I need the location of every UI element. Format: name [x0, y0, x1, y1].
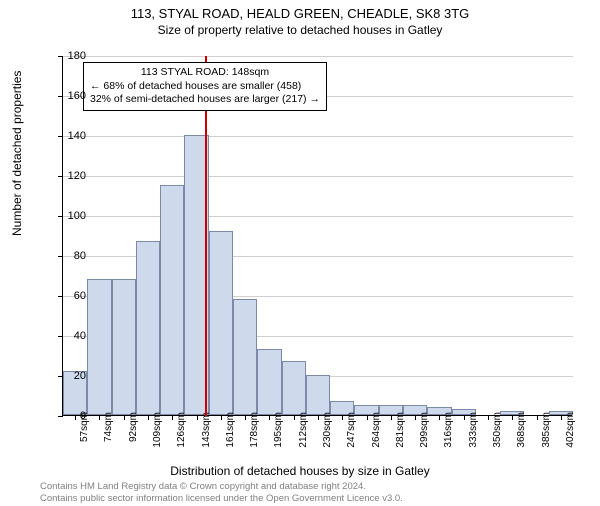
ytick-label: 120 — [46, 170, 86, 182]
xtick-label: 368sqm — [516, 412, 527, 462]
xtick-label: 350sqm — [492, 412, 503, 462]
xtick-label: 195sqm — [273, 412, 284, 462]
xtick-mark — [197, 415, 198, 420]
ytick-label: 100 — [46, 210, 86, 222]
xtick-label: 161sqm — [225, 412, 236, 462]
xtick-mark — [391, 415, 392, 420]
xtick-mark — [488, 415, 489, 420]
xtick-mark — [367, 415, 368, 420]
gridline — [63, 216, 573, 217]
plot-region: 57sqm74sqm92sqm109sqm126sqm143sqm161sqm1… — [62, 56, 572, 416]
histogram-bar — [233, 299, 257, 415]
xtick-mark — [221, 415, 222, 420]
chart-subtitle: Size of property relative to detached ho… — [0, 23, 600, 37]
xtick-mark — [124, 415, 125, 420]
xtick-label: 333sqm — [468, 412, 479, 462]
xtick-label: 385sqm — [541, 412, 552, 462]
xtick-mark — [561, 415, 562, 420]
ytick-label: 180 — [46, 50, 86, 62]
annotation-box: 113 STYAL ROAD: 148sqm← 68% of detached … — [83, 62, 327, 111]
x-axis-label: Distribution of detached houses by size … — [0, 464, 600, 478]
gridline — [63, 56, 573, 57]
annotation-line3: 32% of semi-detached houses are larger (… — [90, 93, 320, 107]
gridline — [63, 136, 573, 137]
xtick-mark — [172, 415, 173, 420]
xtick-mark — [512, 415, 513, 420]
gridline — [63, 176, 573, 177]
xtick-mark — [342, 415, 343, 420]
xtick-label: 74sqm — [103, 412, 114, 462]
xtick-label: 230sqm — [322, 412, 333, 462]
ytick-label: 80 — [46, 250, 86, 262]
xtick-label: 178sqm — [249, 412, 260, 462]
ytick-label: 160 — [46, 90, 86, 102]
xtick-mark — [464, 415, 465, 420]
xtick-mark — [294, 415, 295, 420]
xtick-label: 212sqm — [298, 412, 309, 462]
xtick-label: 281sqm — [395, 412, 406, 462]
footer-line1: Contains HM Land Registry data © Crown c… — [40, 481, 403, 492]
ytick-label: 0 — [46, 410, 86, 422]
xtick-label: 402sqm — [565, 412, 576, 462]
ytick-label: 60 — [46, 290, 86, 302]
xtick-label: 109sqm — [152, 412, 163, 462]
histogram-bar — [112, 279, 136, 415]
xtick-label: 247sqm — [346, 412, 357, 462]
xtick-mark — [415, 415, 416, 420]
histogram-bar — [160, 185, 184, 415]
y-axis-label: Number of detached properties — [10, 71, 24, 236]
xtick-mark — [99, 415, 100, 420]
xtick-mark — [269, 415, 270, 420]
xtick-label: 316sqm — [443, 412, 454, 462]
annotation-line2: ← 68% of detached houses are smaller (45… — [90, 80, 320, 94]
xtick-label: 92sqm — [128, 412, 139, 462]
annotation-line1: 113 STYAL ROAD: 148sqm — [90, 66, 320, 80]
histogram-bar — [306, 375, 330, 415]
chart-area: 57sqm74sqm92sqm109sqm126sqm143sqm161sqm1… — [62, 56, 572, 416]
ytick-label: 140 — [46, 130, 86, 142]
xtick-mark — [537, 415, 538, 420]
chart-title: 113, STYAL ROAD, HEALD GREEN, CHEADLE, S… — [0, 6, 600, 21]
xtick-label: 143sqm — [201, 412, 212, 462]
footer-line2: Contains public sector information licen… — [40, 493, 403, 504]
xtick-label: 264sqm — [371, 412, 382, 462]
xtick-mark — [245, 415, 246, 420]
xtick-mark — [148, 415, 149, 420]
xtick-label: 299sqm — [419, 412, 430, 462]
chart-container: 113, STYAL ROAD, HEALD GREEN, CHEADLE, S… — [0, 6, 600, 506]
xtick-mark — [318, 415, 319, 420]
histogram-bar — [136, 241, 160, 415]
histogram-bar — [209, 231, 233, 415]
xtick-label: 126sqm — [176, 412, 187, 462]
histogram-bar — [257, 349, 281, 415]
xtick-mark — [439, 415, 440, 420]
ytick-label: 40 — [46, 330, 86, 342]
histogram-bar — [87, 279, 111, 415]
footer-attribution: Contains HM Land Registry data © Crown c… — [40, 481, 403, 504]
ytick-label: 20 — [46, 370, 86, 382]
histogram-bar — [282, 361, 306, 415]
